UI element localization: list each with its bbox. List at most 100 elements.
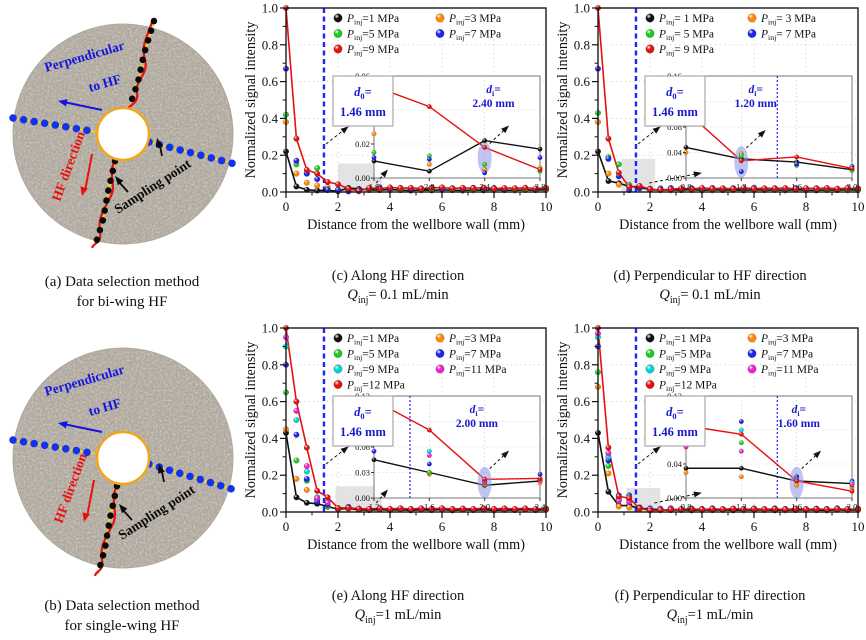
svg-text:2.0: 2.0	[847, 182, 858, 192]
wellbore	[95, 430, 151, 486]
perp-arrow-line	[65, 101, 103, 111]
sampling-arrow2-head	[158, 464, 165, 474]
svg-text:4: 4	[699, 519, 706, 534]
x-axis-title: Distance from the wellbore wall (mm)	[619, 537, 837, 553]
svg-text:Pinj= 1 MPa: Pinj= 1 MPa	[658, 13, 714, 27]
svg-text:2.0: 2.0	[424, 182, 435, 192]
svg-text:1.46 mm: 1.46 mm	[340, 105, 386, 119]
d0-box: d0= 1.46 mm	[637, 75, 706, 145]
svg-text:10: 10	[852, 199, 865, 214]
x-axis-title: Distance from the wellbore wall (mm)	[307, 537, 525, 553]
svg-text:Pinj= 3 MPa: Pinj= 3 MPa	[760, 13, 816, 27]
panel-d: 0.000.040.080.120.160.81.21.62.0di=1.20 …	[554, 1, 866, 307]
perp-dots-left	[9, 114, 101, 136]
svg-text:0.00: 0.00	[355, 493, 370, 503]
svg-text:2.8: 2.8	[535, 182, 546, 192]
svg-text:2.4: 2.4	[535, 502, 546, 512]
d0-box: d0= 1.46 mm	[637, 395, 706, 465]
svg-text:0.2: 0.2	[262, 148, 278, 163]
svg-text:Pinj=11 MPa: Pinj=11 MPa	[448, 364, 506, 378]
svg-text:0: 0	[595, 199, 602, 214]
svg-text:0.02: 0.02	[355, 139, 370, 149]
hf-dots-lower	[91, 157, 119, 250]
caption-a-line1: (a) Data selection method	[44, 274, 200, 290]
svg-text:10: 10	[852, 519, 865, 534]
panel-b: Perpendicular to HF HF direction Samplin…	[2, 330, 242, 636]
hf-dots-upper	[125, 17, 158, 112]
caption-c: (c) Along HF direction Qinj= 0.1 mL/min	[331, 268, 465, 306]
hf-arrow-head	[80, 186, 88, 196]
svg-text:1.60 mm: 1.60 mm	[778, 418, 821, 430]
svg-text:0.6: 0.6	[574, 394, 591, 409]
perp-dots-left	[9, 436, 101, 458]
svg-text:d0=: d0=	[666, 405, 684, 421]
hf-arrow-head	[82, 512, 90, 522]
svg-text:0: 0	[283, 519, 290, 534]
svg-text:2.0: 2.0	[847, 502, 858, 512]
legend: Pinj= 1 MPa Pinj= 3 MPa Pinj= 5 MPa Pinj= 7…	[645, 13, 816, 58]
caption-b: (b) Data selection method for single-win…	[2, 597, 242, 636]
panel-c: 0.000.020.040.061.62.02.42.8di=2.40 mmd0…	[242, 1, 554, 307]
svg-text:0.04: 0.04	[667, 459, 683, 469]
sampling-arrow2-line	[161, 471, 165, 483]
svg-text:1.2: 1.2	[736, 502, 747, 512]
sampling-arrow1-head	[119, 504, 128, 514]
chart-svg-d: 0.000.040.080.120.160.81.21.62.0di=1.20 …	[555, 1, 865, 234]
svg-text:Pinj=7 MPa: Pinj=7 MPa	[448, 348, 501, 362]
series-points	[594, 4, 862, 193]
caption-b-line1: (b) Data selection method	[44, 598, 200, 614]
svg-text:6: 6	[439, 199, 446, 214]
svg-text:0.08: 0.08	[667, 122, 682, 132]
svg-text:Pinj=7 MPa: Pinj=7 MPa	[760, 348, 813, 362]
svg-text:0.4: 0.4	[262, 111, 279, 126]
svg-text:0.0: 0.0	[574, 185, 590, 200]
svg-text:d0=: d0=	[354, 85, 372, 101]
svg-text:8: 8	[803, 519, 810, 534]
panel-e: 0.000.030.060.090.121.21.62.02.4di=2.00 …	[242, 321, 554, 627]
svg-text:0.2: 0.2	[574, 148, 590, 163]
svg-text:d0=: d0=	[666, 85, 684, 101]
sampling-arrow1-line	[118, 181, 129, 193]
svg-text:1.46 mm: 1.46 mm	[652, 105, 698, 119]
caption-a: (a) Data selection method for bi-wing HF	[2, 273, 242, 312]
svg-text:d0=: d0=	[354, 405, 372, 421]
svg-text:2.00 mm: 2.00 mm	[456, 418, 499, 430]
legend: Pinj=1 MPa Pinj=3 MPa Pinj=5 MPa Pinj=7 MPa…	[333, 13, 501, 58]
highlight-ellipse	[477, 141, 492, 174]
svg-text:Pinj=5 MPa: Pinj=5 MPa	[346, 28, 399, 42]
svg-text:8: 8	[803, 199, 810, 214]
x-axis-title: Distance from the wellbore wall (mm)	[307, 217, 525, 233]
svg-text:1.6: 1.6	[424, 502, 435, 512]
svg-text:Pinj= 5 MPa: Pinj= 5 MPa	[658, 28, 714, 42]
svg-text:2.0: 2.0	[479, 502, 490, 512]
d0-box: d0= 1.46 mm	[325, 395, 394, 465]
y-axis-title: Normalized signal intensity	[243, 341, 259, 499]
svg-text:Pinj=7 MPa: Pinj=7 MPa	[448, 28, 501, 42]
svg-text:1.6: 1.6	[791, 182, 802, 192]
perp-arrow-line	[65, 423, 103, 433]
chart-svg-f: 0.000.040.080.120.81.21.62.0di=1.60 mmd0…	[555, 321, 865, 554]
svg-text:1.0: 1.0	[262, 2, 278, 16]
legend: Pinj=1 MPa Pinj=3 MPa Pinj=5 MPa Pinj=7 MPa…	[333, 333, 506, 393]
chart-svg-c: 0.000.020.040.061.62.02.42.8di=2.40 mmd0…	[243, 1, 553, 234]
wellbore	[95, 106, 151, 162]
svg-text:0.06: 0.06	[355, 442, 370, 452]
svg-text:Pinj=11 MPa: Pinj=11 MPa	[760, 364, 818, 378]
svg-text:0.6: 0.6	[262, 394, 279, 409]
svg-text:1.46 mm: 1.46 mm	[340, 425, 386, 439]
svg-text:2: 2	[335, 519, 342, 534]
hf-arrow-line	[84, 153, 93, 192]
svg-text:0.00: 0.00	[667, 173, 682, 183]
svg-text:0.4: 0.4	[574, 111, 591, 126]
series-points	[282, 4, 550, 195]
svg-text:2: 2	[647, 199, 654, 214]
sampling-arrow2-head	[156, 138, 163, 148]
perp-dots-right	[145, 138, 239, 168]
svg-text:Pinj=3 MPa: Pinj=3 MPa	[448, 13, 501, 27]
svg-text:0.03: 0.03	[355, 467, 370, 477]
svg-text:10: 10	[540, 199, 553, 214]
sampling-arrow1-head	[115, 176, 124, 186]
svg-text:2.40 mm: 2.40 mm	[472, 98, 515, 110]
svg-text:0.0: 0.0	[262, 185, 278, 200]
svg-text:0.8: 0.8	[574, 37, 590, 52]
